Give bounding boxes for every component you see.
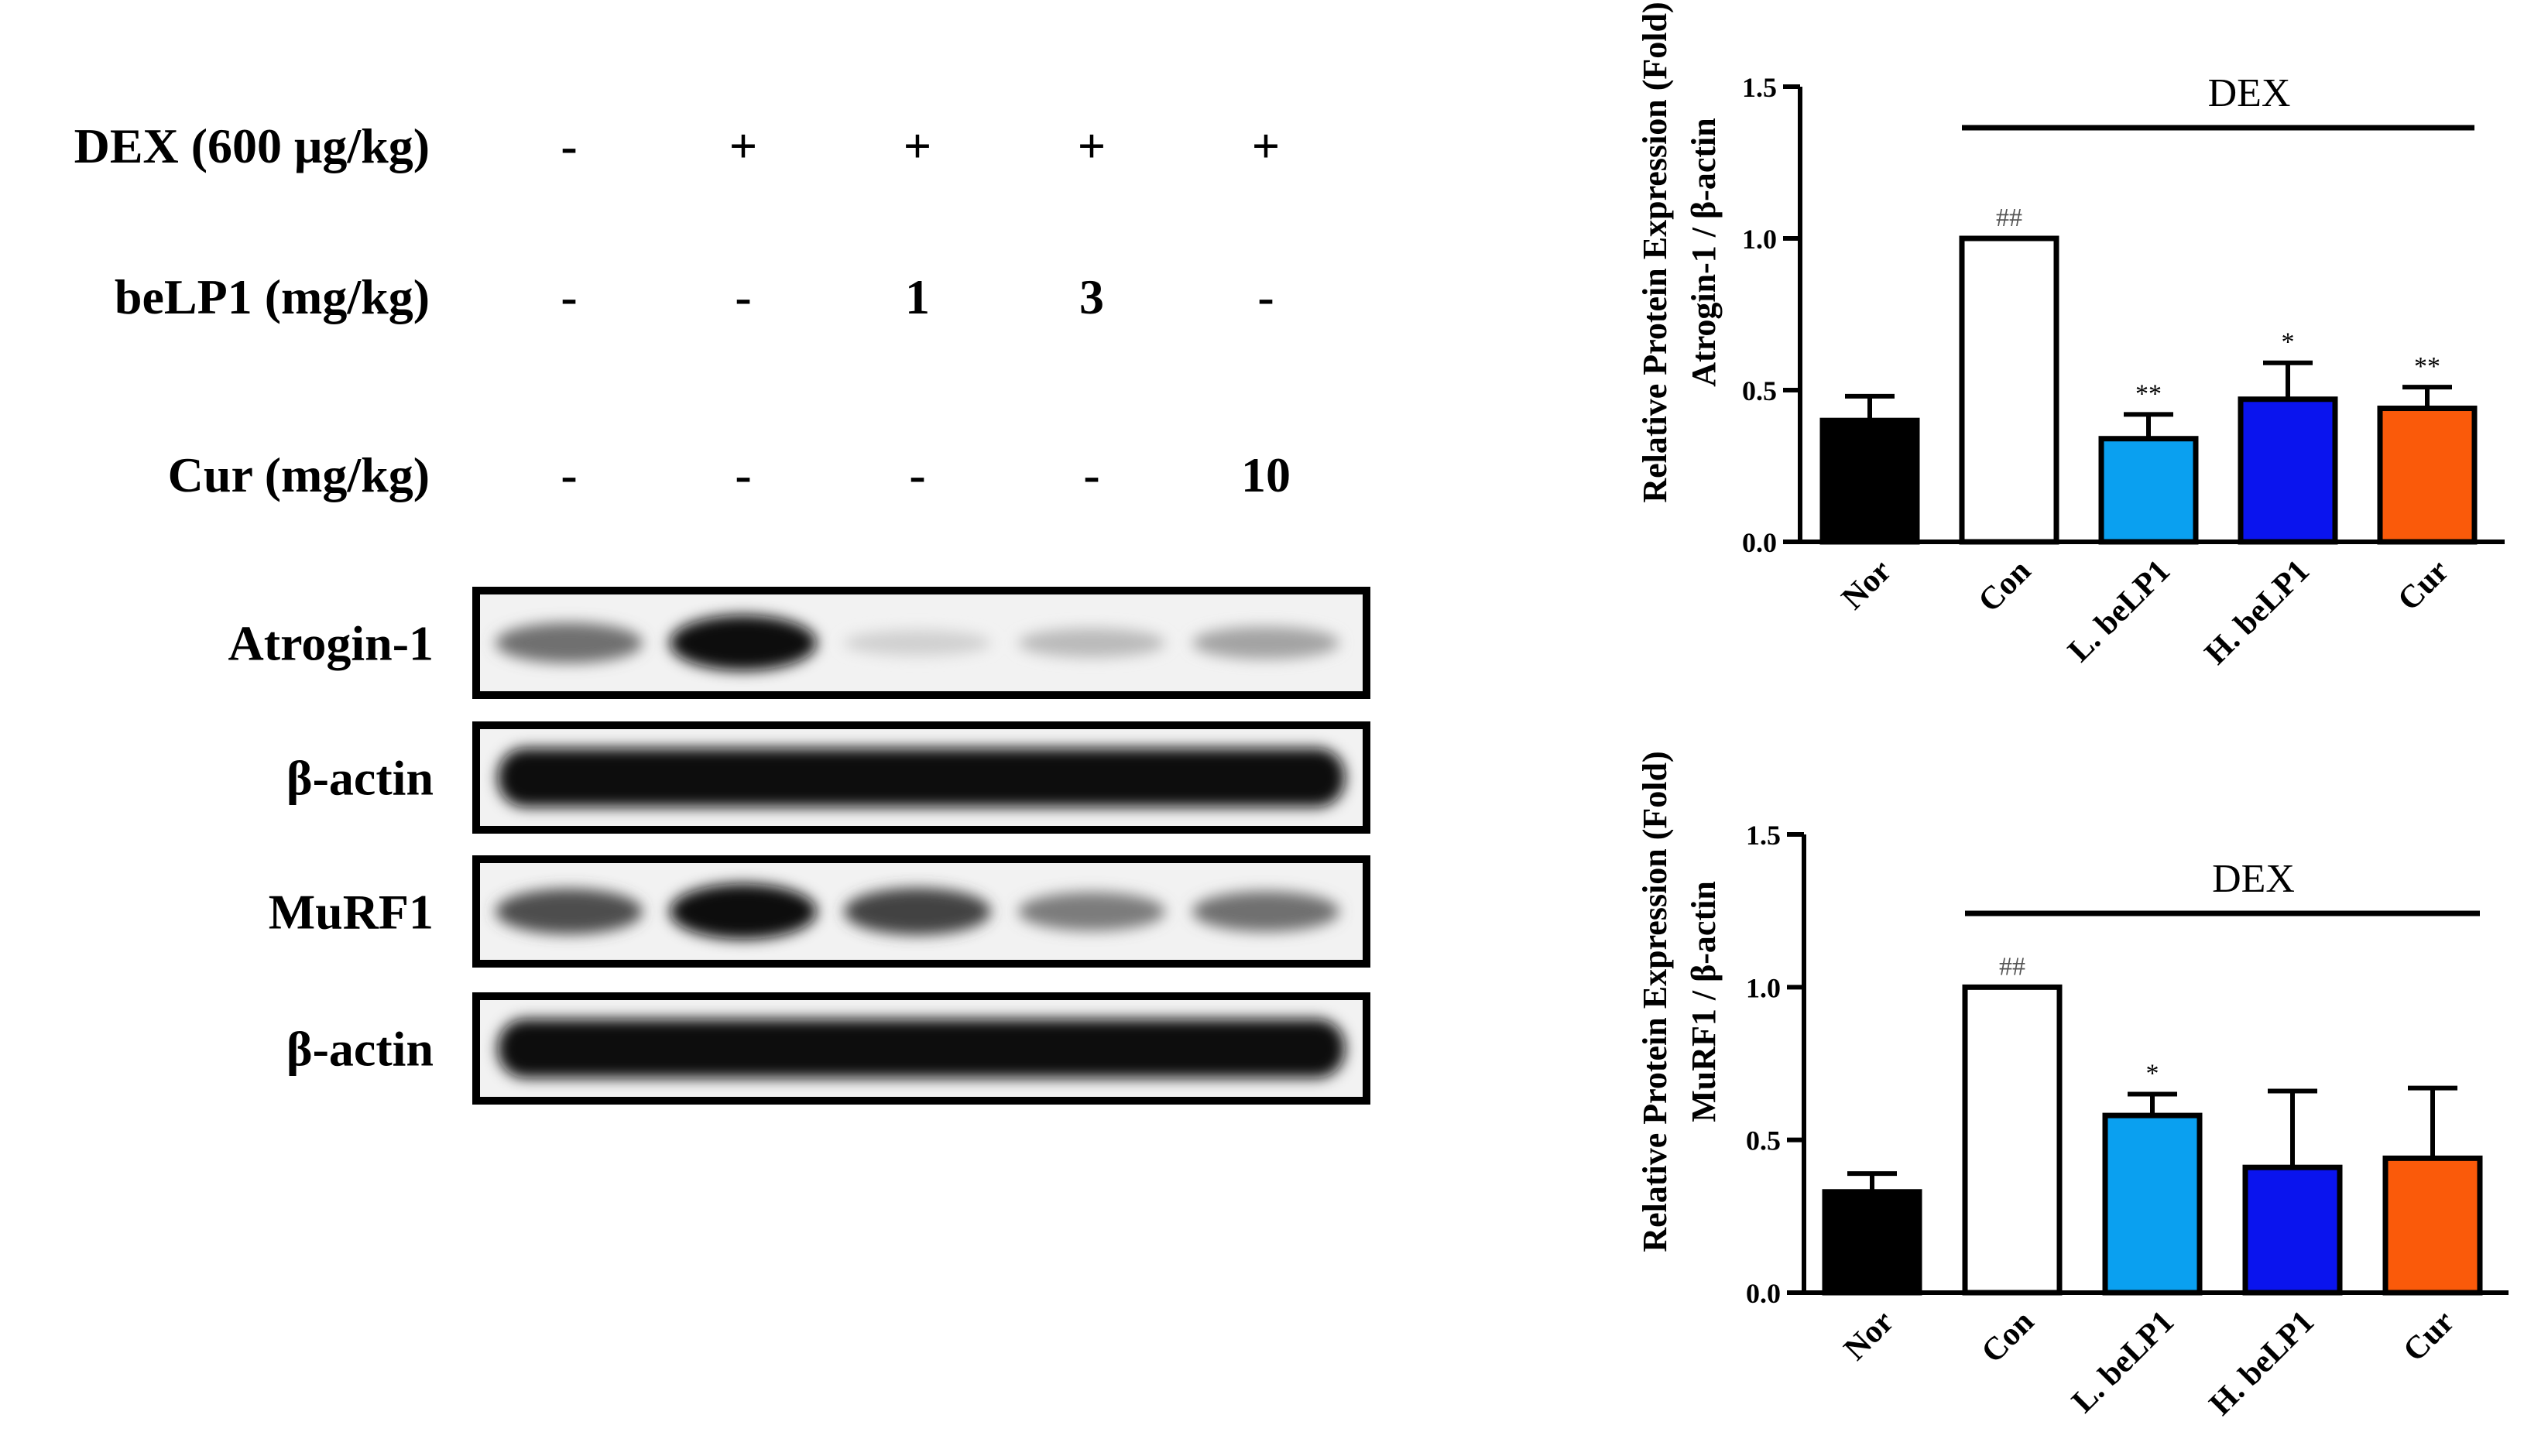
bar-nor	[1819, 417, 1920, 545]
x-category-label: Nor	[1835, 553, 1898, 617]
blot-band	[1018, 892, 1165, 931]
treatment-value: -	[1257, 269, 1274, 324]
bar-l-belp1	[2098, 436, 2199, 545]
treatment-value: 1	[905, 269, 930, 324]
blot-bands	[498, 1019, 1345, 1078]
blot-band	[498, 748, 1345, 807]
group-label: DEX	[2212, 857, 2295, 901]
significance-marker: **	[2414, 352, 2440, 381]
bar-l-belp1	[2102, 1112, 2203, 1296]
treatment-row-label: Cur (mg/kg)	[168, 447, 430, 502]
treatment-value: 3	[1079, 269, 1104, 324]
bar-cur	[2382, 1155, 2483, 1296]
x-category-label: Con	[1975, 1304, 2041, 1370]
y-axis-label: Relative Protein Expression (Fold)	[1636, 2, 1674, 502]
treatment-value: -	[1083, 447, 1099, 502]
bar-con	[1962, 984, 2063, 1296]
significance-marker: ##	[1999, 952, 2025, 981]
x-category-label: Cur	[2391, 553, 2456, 618]
y-tick-label: 1.0	[1746, 972, 1781, 1003]
blot-band	[844, 888, 991, 935]
blot-band	[670, 615, 817, 671]
treatment-value: 10	[1241, 447, 1291, 502]
y-axis-label-secondary: MuRF1 / β-actin	[1685, 881, 1723, 1122]
treatment-row-label: beLP1 (mg/kg)	[115, 269, 430, 324]
treatment-value: -	[909, 447, 925, 502]
blot-band	[496, 622, 643, 663]
significance-marker: *	[2282, 328, 2295, 357]
treatment-table: DEX (600 μg/kg) - + + + + beLP1 (mg/kg) - - 1 3 - Cu…	[74, 118, 1291, 502]
treatment-value: -	[735, 447, 751, 502]
y-tick-label: 0.5	[1746, 1125, 1781, 1156]
blot-band	[1192, 891, 1339, 932]
bar-h-belp1	[2242, 1164, 2343, 1296]
x-category-label: Con	[1972, 553, 2038, 619]
x-category-label: L. beLP1	[2061, 553, 2177, 670]
treatment-value: +	[1078, 118, 1106, 173]
treatment-value: +	[729, 118, 757, 173]
blot-bands	[498, 748, 1345, 807]
x-category-label: H. beLP1	[2203, 1304, 2321, 1423]
y-tick-label: 0.0	[1746, 1278, 1781, 1309]
bar-con	[1959, 235, 2059, 545]
treatment-value: -	[735, 269, 751, 324]
treatment-value: +	[904, 118, 931, 173]
murf1-bar-chart: 0.0 0.5 1.0 1.5 Nor ## Con * L. beLP1 H. beLP1 Cur…	[1636, 751, 2509, 1423]
treatment-value: -	[561, 269, 577, 324]
blot-bands	[496, 883, 1339, 940]
y-axis-label: Relative Protein Expression (Fold)	[1636, 751, 1674, 1252]
y-tick-label: 1.0	[1742, 224, 1777, 255]
significance-marker: *	[2146, 1059, 2159, 1088]
significance-marker: ##	[1996, 204, 2022, 232]
y-tick-label: 0.5	[1742, 375, 1777, 406]
blot-band	[498, 1019, 1345, 1078]
blot-band	[496, 889, 643, 934]
x-category-label: Nor	[1837, 1304, 1901, 1368]
y-tick-label: 1.5	[1746, 820, 1781, 851]
blot-band	[1192, 626, 1339, 659]
x-category-label: L. beLP1	[2065, 1304, 2181, 1420]
treatment-row-label: DEX (600 μg/kg)	[74, 118, 430, 173]
treatment-value: +	[1252, 118, 1280, 173]
treatment-value: -	[561, 447, 577, 502]
y-tick-label: 0.0	[1742, 527, 1777, 558]
western-blot-panel: Atrogin-1 β-actin MuRF1 β-actin	[228, 587, 1370, 1105]
y-tick-label: 1.5	[1742, 72, 1777, 103]
blot-band	[1018, 628, 1165, 658]
x-category-label: Cur	[2396, 1304, 2461, 1369]
blot-label: Atrogin-1	[228, 616, 434, 671]
blot-bands	[496, 615, 1339, 671]
treatment-value: -	[561, 118, 577, 173]
atrogin1-bar-chart: 0.0 0.5 1.0 1.5 Nor ## Con ** L. beLP1 * H. beLP1 *…	[1636, 2, 2505, 672]
bar-cur	[2377, 406, 2478, 545]
blot-band	[670, 883, 817, 940]
blot-band	[844, 629, 991, 656]
y-axis-label-secondary: Atrogin-1 / β-actin	[1685, 118, 1723, 386]
bar-nor	[1822, 1189, 1922, 1296]
significance-marker: **	[2135, 379, 2162, 408]
group-label: DEX	[2208, 71, 2291, 115]
blot-label: β-actin	[286, 1022, 434, 1077]
blot-label: MuRF1	[269, 885, 434, 940]
bar-h-belp1	[2238, 396, 2338, 545]
blot-label: β-actin	[286, 751, 434, 806]
x-category-label: H. beLP1	[2198, 553, 2317, 672]
